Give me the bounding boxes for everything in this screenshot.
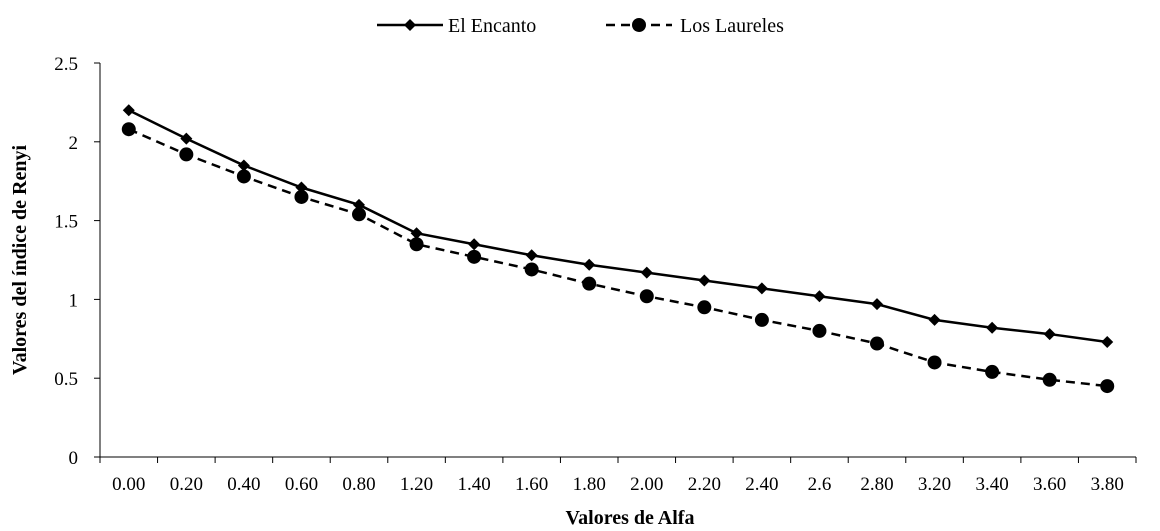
x-tick-label: 2.6 [808, 474, 832, 495]
legend-label: Los Laureles [680, 15, 784, 37]
data-point [180, 132, 193, 145]
x-tick-label: 2.20 [688, 474, 721, 495]
y-tick-label: 0 [69, 448, 79, 469]
data-point [582, 276, 597, 291]
data-point [121, 122, 136, 137]
data-point [410, 227, 423, 240]
data-point [754, 312, 769, 327]
data-point [698, 274, 711, 287]
data-point [524, 262, 539, 277]
data-point [468, 238, 481, 251]
data-point [986, 321, 999, 334]
x-tick-label: 0.00 [112, 474, 145, 495]
x-tick-label: 0.40 [227, 474, 260, 495]
x-tick-label: 2.80 [860, 474, 893, 495]
data-point [871, 298, 883, 311]
data-point [639, 289, 654, 304]
legend-item-los-laureles: Los Laureles [606, 15, 784, 37]
legend-item-el-encanto: El Encanto [377, 15, 536, 37]
legend-label: El Encanto [448, 15, 536, 37]
y-axis-title: Valores del índice de Renyi [9, 145, 31, 375]
x-tick-label: 3.80 [1091, 474, 1124, 495]
data-point [697, 300, 712, 315]
data-point [1042, 372, 1057, 387]
data-point [640, 266, 653, 279]
series-el-encanto [122, 104, 1114, 348]
y-tick-label: 2.5 [54, 54, 78, 75]
data-point [813, 290, 826, 303]
y-tick-label: 1 [69, 290, 79, 311]
series-layer [121, 104, 1115, 394]
y-tick-label: 1.5 [54, 212, 78, 233]
x-tick-label: 0.60 [285, 474, 318, 495]
x-tick-label: 1.40 [457, 474, 490, 495]
x-tick-label: 1.20 [400, 474, 433, 495]
data-point [583, 258, 596, 271]
data-point [352, 207, 366, 222]
data-point [179, 147, 194, 162]
data-point [236, 169, 251, 184]
x-tick-label: 0.80 [342, 474, 375, 495]
data-point [812, 323, 827, 338]
data-point [294, 189, 309, 204]
data-point [1043, 328, 1056, 341]
data-point [1101, 335, 1114, 348]
legend: El Encanto Los Laureles [377, 15, 784, 37]
data-point [353, 198, 365, 211]
x-tick-label: 2.40 [745, 474, 778, 495]
y-tick-label: 0.5 [54, 369, 78, 390]
data-point [122, 104, 135, 117]
series-los-laureles [121, 122, 1115, 394]
series-line [128, 109, 1108, 344]
data-point [928, 313, 941, 326]
y-axis: 0 0.5 1 1.5 2 2.5 [54, 54, 101, 469]
data-point [870, 336, 884, 351]
x-tick-label: 1.80 [573, 474, 606, 495]
x-tick-label: 0.20 [170, 474, 203, 495]
y-tick-label: 2 [69, 133, 79, 154]
data-point [1100, 379, 1115, 394]
legend-marker [404, 19, 416, 31]
series-line [128, 128, 1108, 388]
data-point [755, 282, 768, 295]
data-point [467, 249, 482, 264]
x-axis: 0.00 0.20 0.40 0.60 0.80 1.20 1.40 1.60 1.80 2.00… [99, 456, 1137, 495]
data-point [985, 364, 1000, 379]
data-point [295, 181, 308, 194]
x-tick-label: 2.00 [630, 474, 663, 495]
x-tick-label: 3.20 [918, 474, 951, 495]
data-point [525, 249, 538, 262]
data-point [409, 237, 424, 252]
x-tick-label: 3.40 [975, 474, 1008, 495]
data-point [237, 159, 250, 172]
x-axis-title: Valores de Alfa [566, 507, 695, 529]
x-tick-label: 3.60 [1033, 474, 1066, 495]
legend-marker [632, 18, 646, 32]
x-tick-label: 1.60 [515, 474, 548, 495]
data-point [927, 355, 942, 370]
